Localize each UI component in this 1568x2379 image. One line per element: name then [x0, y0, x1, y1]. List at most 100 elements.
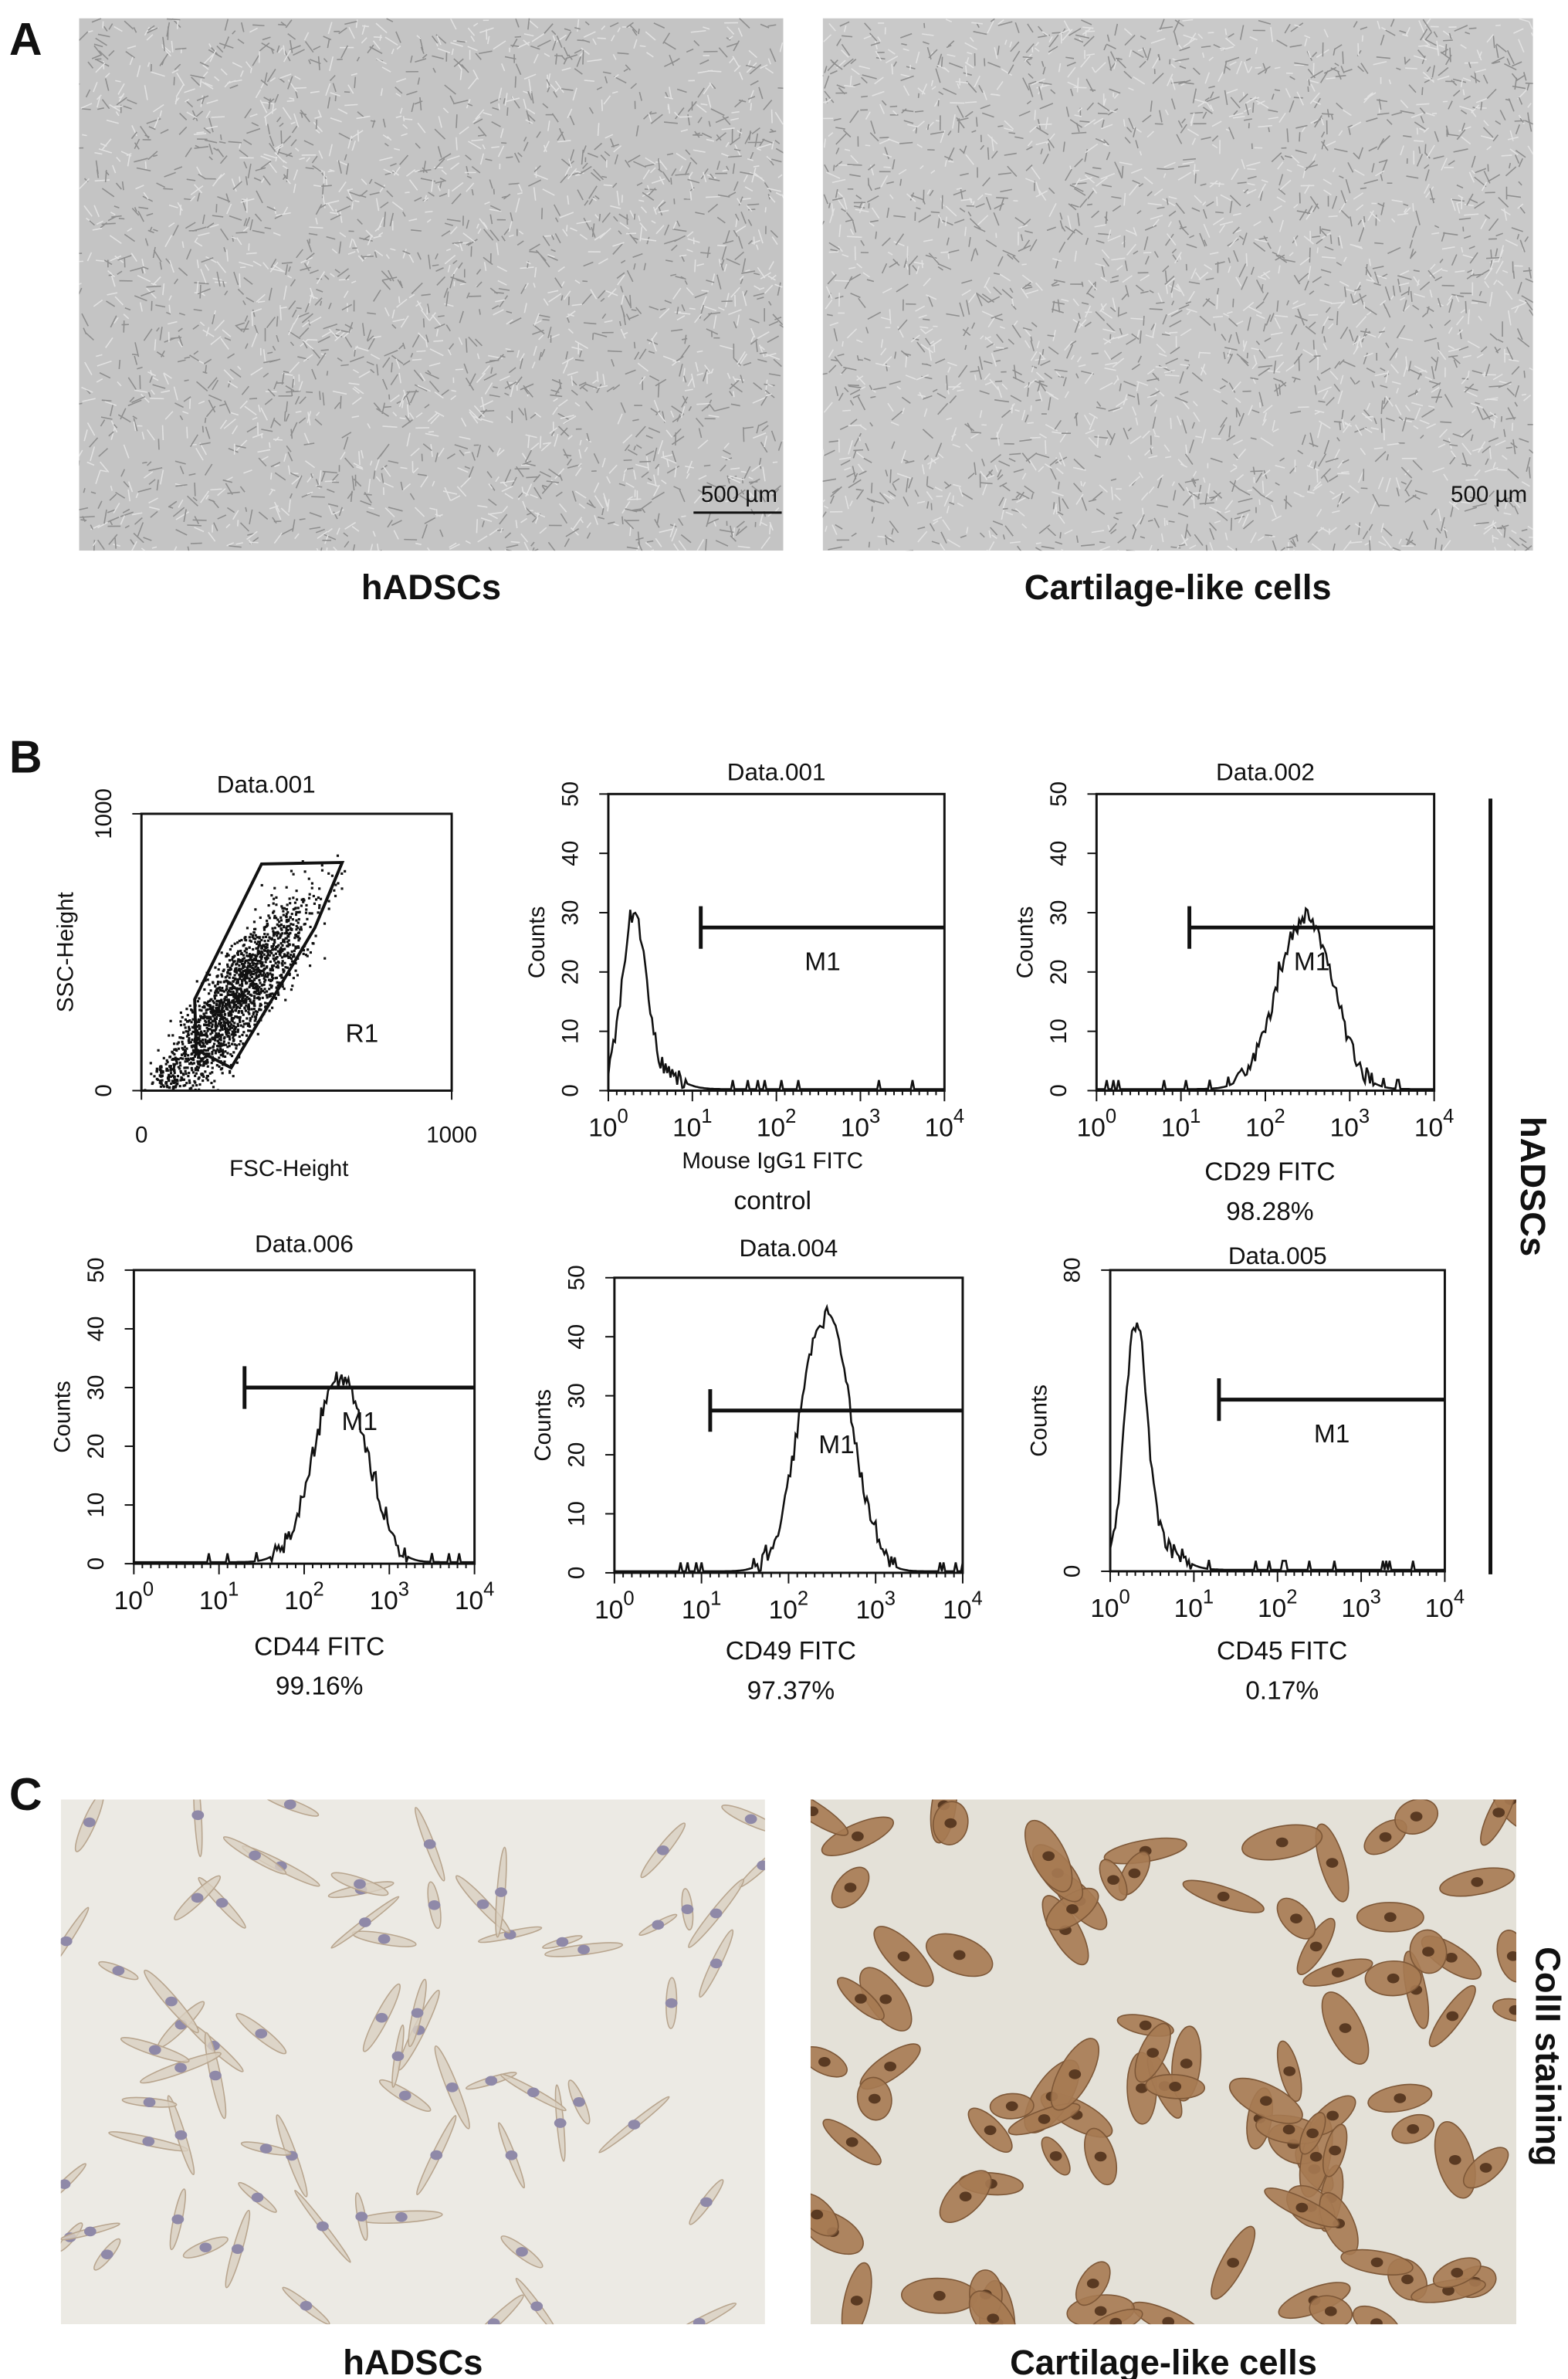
- cell: [843, 25, 847, 32]
- cell: [1363, 409, 1370, 417]
- cell: [710, 368, 714, 374]
- cell: [620, 259, 626, 264]
- cell: [359, 194, 367, 198]
- cell: [768, 373, 781, 377]
- cell: [415, 58, 427, 63]
- cell: [1390, 295, 1394, 300]
- cell: [219, 155, 228, 164]
- cell: [1040, 148, 1044, 154]
- cell: [466, 219, 469, 229]
- cell: [329, 168, 335, 172]
- cell: [636, 182, 643, 186]
- cell: [273, 532, 283, 544]
- cell: [108, 534, 118, 545]
- cell: [655, 378, 667, 387]
- cell: [309, 226, 323, 229]
- cell: [1425, 186, 1434, 198]
- cell: [196, 95, 209, 101]
- cell: [1400, 481, 1407, 485]
- cell: [758, 457, 762, 466]
- cell: [341, 303, 353, 311]
- cell: [1059, 532, 1062, 539]
- cell: [583, 322, 597, 325]
- cell: [661, 480, 667, 485]
- cell: [1439, 259, 1444, 263]
- cell: [150, 510, 158, 518]
- cell: [758, 287, 765, 290]
- cell: [908, 255, 919, 267]
- cell: [1396, 324, 1406, 339]
- cell: [621, 294, 625, 305]
- cell: [489, 394, 500, 398]
- cell: [81, 108, 91, 110]
- cell: [396, 298, 408, 308]
- cell: [1027, 382, 1030, 397]
- cell: [1293, 97, 1303, 99]
- cell: [530, 493, 538, 499]
- cell: [949, 501, 955, 505]
- cell: [309, 269, 319, 274]
- cell: [1290, 22, 1304, 32]
- cell: [473, 405, 486, 418]
- cell: [1468, 246, 1475, 249]
- cell: [1516, 233, 1520, 240]
- cell: [1079, 198, 1088, 208]
- cell: [334, 331, 345, 342]
- cell: [477, 505, 488, 508]
- cell: [579, 350, 582, 358]
- cell: [100, 461, 110, 473]
- cell: [116, 157, 121, 162]
- cell: [1160, 533, 1164, 543]
- cell: [526, 476, 540, 479]
- cell: [82, 134, 87, 137]
- cell: [612, 242, 623, 255]
- cell: [1039, 103, 1054, 110]
- cell: [202, 64, 209, 70]
- cell: [196, 281, 199, 294]
- cell: [1013, 199, 1018, 202]
- cell: [209, 224, 219, 229]
- cell: [1400, 466, 1413, 479]
- cell: [375, 22, 388, 34]
- cell: [1237, 509, 1251, 515]
- cell: [299, 396, 306, 405]
- cell: [521, 452, 530, 463]
- cell: [753, 293, 764, 297]
- cell: [395, 31, 401, 43]
- cell: [299, 518, 306, 520]
- cell: [324, 200, 340, 205]
- cell: [202, 371, 208, 374]
- cell: [1518, 97, 1523, 105]
- cell: [497, 145, 505, 158]
- cell: [997, 21, 1013, 26]
- cell: [1094, 435, 1108, 439]
- cell: [1052, 32, 1061, 34]
- cell: [1084, 321, 1092, 327]
- cell: [100, 419, 106, 427]
- cell: [178, 126, 188, 135]
- cell: [330, 212, 337, 215]
- cell: [657, 158, 668, 171]
- cell: [489, 528, 500, 536]
- cell: [357, 219, 363, 225]
- cell: [848, 439, 854, 455]
- cell: [1048, 34, 1059, 48]
- cell: [340, 45, 349, 59]
- cell: [453, 243, 459, 248]
- cell: [274, 214, 283, 219]
- cell: [1234, 320, 1244, 326]
- cell: [749, 64, 762, 75]
- cell: [563, 290, 571, 300]
- cell: [501, 63, 506, 72]
- cell: [279, 528, 293, 537]
- cell: [1523, 370, 1526, 378]
- cell: [1388, 79, 1392, 85]
- cell: [1133, 250, 1139, 255]
- cell: [147, 25, 155, 31]
- cell: [232, 425, 239, 435]
- cell: [399, 417, 406, 420]
- cell: [703, 83, 711, 95]
- cell: [647, 482, 659, 487]
- cell: [515, 198, 520, 213]
- cell: [1045, 133, 1055, 144]
